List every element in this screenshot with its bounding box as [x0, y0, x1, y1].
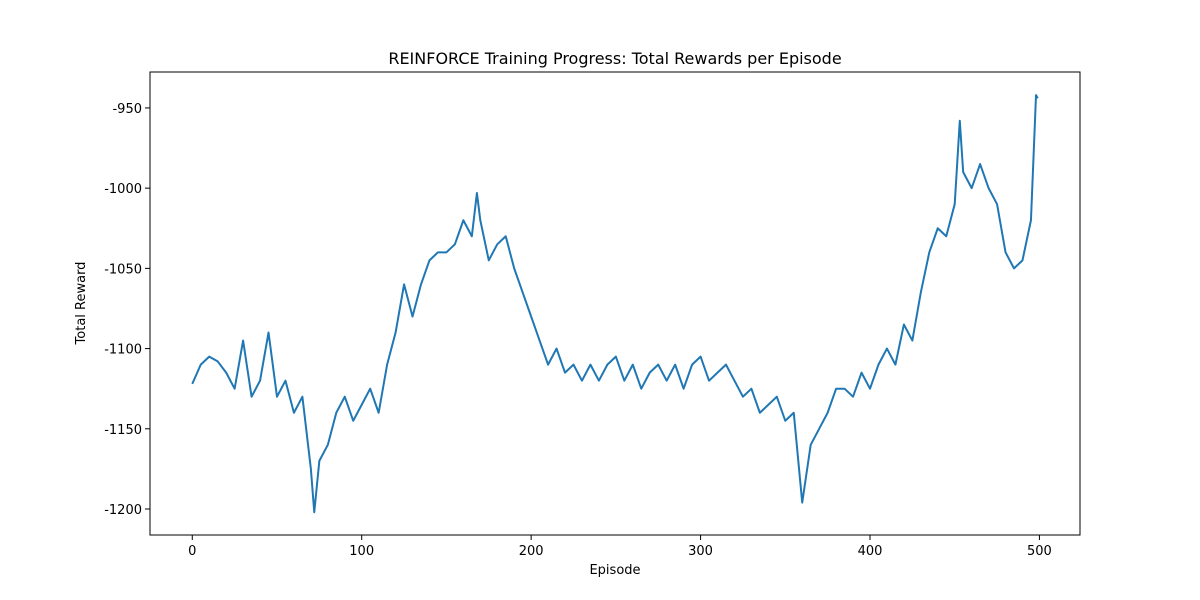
y-tick-label: -950: [112, 102, 142, 117]
x-tick-label: 200: [519, 544, 544, 559]
x-axis-label: Episode: [589, 563, 640, 578]
x-tick-label: 400: [858, 544, 883, 559]
y-tick-label: -1150: [104, 423, 142, 438]
y-tick-label: -1100: [104, 343, 142, 358]
x-tick-label: 500: [1027, 544, 1052, 559]
plot-frame: [149, 71, 1081, 536]
y-tick-label: -1050: [104, 262, 142, 277]
y-axis-label: Total Reward: [74, 262, 89, 346]
x-tick-label: 300: [688, 544, 713, 559]
chart-title: REINFORCE Training Progress: Total Rewar…: [388, 49, 841, 68]
y-tick-label: -1000: [104, 182, 142, 197]
x-tick-label: 100: [349, 544, 374, 559]
line-series: [191, 94, 1039, 514]
x-tick-label: 0: [188, 544, 196, 559]
y-tick-label: -1200: [104, 503, 142, 518]
